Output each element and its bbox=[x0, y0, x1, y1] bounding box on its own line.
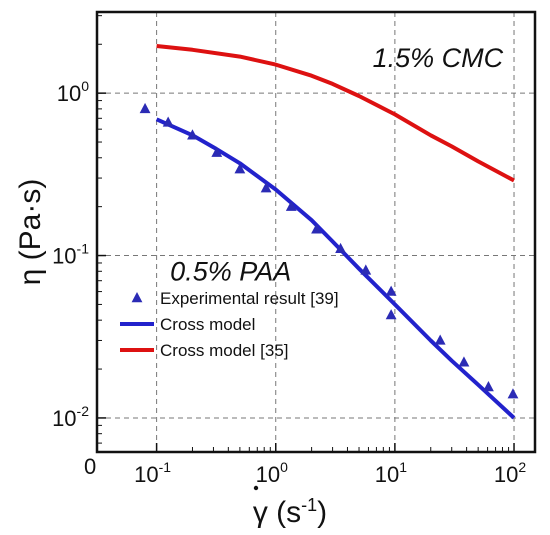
annotations: 1.5% CMC 0.5% PAA bbox=[170, 43, 503, 287]
x-axis-title-unit: (s bbox=[268, 496, 301, 529]
legend-label: Cross model bbox=[160, 315, 255, 334]
y-tick-label-exp: 0 bbox=[81, 78, 89, 94]
y-tick-label-base: 10 bbox=[52, 406, 76, 431]
x-tick-label-base: 10 bbox=[256, 462, 280, 487]
y-tick-label-exp: -2 bbox=[77, 403, 90, 419]
x-tick-label: 10-1 bbox=[134, 459, 171, 487]
x-axis-title-close: ) bbox=[317, 496, 327, 529]
data-point-marker bbox=[187, 129, 198, 140]
grid bbox=[97, 12, 535, 452]
series-markers bbox=[139, 102, 519, 399]
data-point-marker bbox=[458, 356, 470, 367]
data-point-marker bbox=[385, 309, 397, 320]
data-point-marker bbox=[385, 285, 397, 296]
series-line bbox=[155, 117, 516, 420]
legend-marker bbox=[131, 292, 143, 303]
x-axis-title-sup: -1 bbox=[301, 495, 317, 515]
data-point-marker bbox=[311, 223, 322, 234]
x-tick-label: 102 bbox=[494, 459, 526, 487]
y-tick-label: 10-2 bbox=[52, 403, 89, 431]
legend: Experimental result [39] Cross model Cross… bbox=[120, 289, 339, 360]
y-tick-label: 100 bbox=[57, 78, 89, 106]
origin-label: 0 bbox=[84, 454, 96, 479]
y-tick-label-base: 10 bbox=[57, 81, 81, 106]
data-point-marker bbox=[139, 102, 151, 114]
chart-annotation: 1.5% CMC bbox=[373, 43, 504, 73]
series-lines bbox=[155, 44, 516, 420]
x-tick-label-base: 10 bbox=[375, 462, 399, 487]
y-tick-label-exp: -1 bbox=[77, 241, 90, 257]
data-point-marker bbox=[360, 264, 372, 275]
legend-label: Experimental result [39] bbox=[160, 289, 339, 308]
data-point-marker bbox=[434, 334, 446, 345]
data-point-marker bbox=[260, 182, 272, 193]
x-axis-title-text: γ (s-1) bbox=[253, 495, 327, 529]
x-tick-label-exp: 0 bbox=[280, 459, 288, 475]
x-axis-title: γ (s-1) bbox=[253, 485, 327, 529]
legend-label: Cross model [35] bbox=[160, 341, 289, 360]
data-point-marker bbox=[211, 146, 223, 157]
data-point-marker bbox=[285, 200, 297, 211]
y-axis-title: η (Pa·s) bbox=[14, 179, 47, 286]
x-tick-label-exp: 2 bbox=[518, 459, 526, 475]
plot-frame bbox=[95, 10, 537, 454]
x-axis-title-symbol: γ bbox=[253, 496, 268, 529]
data-point-marker bbox=[162, 116, 174, 127]
x-tick-label-exp: 1 bbox=[399, 459, 407, 475]
x-tick-label: 100 bbox=[256, 459, 288, 487]
series-line bbox=[156, 44, 515, 183]
x-tick-label-base: 10 bbox=[134, 462, 158, 487]
data-point-marker bbox=[234, 163, 246, 174]
x-tick-label-base: 10 bbox=[494, 462, 518, 487]
y-tick-label-base: 10 bbox=[52, 244, 76, 269]
x-axis-title-dot bbox=[253, 485, 259, 491]
y-tick-label: 10-1 bbox=[52, 241, 89, 269]
data-point-marker bbox=[335, 242, 346, 254]
chart-annotation: 0.5% PAA bbox=[170, 257, 291, 287]
data-point-marker bbox=[483, 381, 494, 392]
data-point-marker bbox=[507, 388, 519, 399]
x-tick-label: 101 bbox=[375, 459, 407, 487]
x-tick-label-exp: -1 bbox=[159, 459, 172, 475]
